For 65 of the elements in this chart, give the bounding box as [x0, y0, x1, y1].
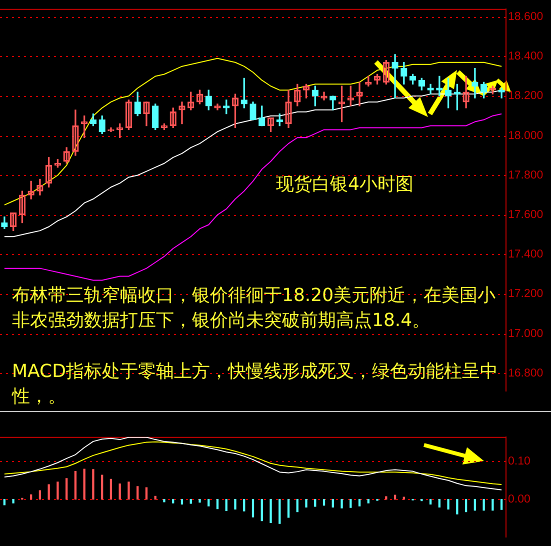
bar	[225, 498, 228, 511]
bar	[482, 498, 485, 511]
y-tick-label: 18.600	[508, 10, 544, 23]
bar	[367, 498, 370, 504]
y-tick-label: 17.000	[508, 328, 544, 340]
bar	[358, 498, 361, 506]
bar	[128, 482, 130, 500]
bar	[447, 498, 450, 510]
bar	[12, 498, 14, 504]
bar	[314, 498, 316, 507]
bar	[500, 498, 503, 510]
bar	[74, 470, 77, 500]
bar	[260, 498, 263, 522]
bar	[208, 498, 210, 506]
bar	[278, 498, 281, 524]
bar	[110, 478, 112, 500]
annotation: 布林带三轨窄幅收口，银价徘徊于18.20美元附近，在美国小非农强劲数据打压下，银价尚未突破前期高点18.4。	[12, 284, 497, 333]
bar	[332, 498, 334, 508]
bar	[492, 498, 494, 511]
y-tick-label: 18.200	[508, 90, 544, 102]
bar	[145, 487, 148, 500]
bar	[83, 468, 86, 500]
bar	[118, 483, 121, 500]
candlestick	[392, 54, 398, 98]
bar	[270, 498, 272, 524]
y-tick-label: 17.600	[508, 209, 544, 222]
bar	[190, 498, 192, 504]
bar	[429, 498, 432, 505]
bar	[243, 498, 246, 512]
y-tick-label: 17.800	[508, 169, 544, 182]
bar	[296, 498, 298, 512]
bar	[101, 474, 104, 500]
bar	[464, 498, 468, 512]
bar	[234, 498, 236, 510]
bar	[305, 498, 308, 508]
annotation: 现货白银4小时图	[276, 174, 414, 195]
bar	[172, 498, 174, 504]
y-tick-label: 17.200	[508, 288, 544, 300]
bar	[92, 469, 94, 500]
bar	[48, 484, 50, 500]
bar	[136, 486, 139, 500]
bar	[287, 498, 290, 518]
bar	[456, 498, 458, 514]
y-tick-label: 0.00	[508, 493, 530, 506]
bar	[163, 498, 166, 502]
bar	[56, 482, 59, 500]
y-tick-label: 18.400	[508, 50, 544, 63]
bar	[350, 498, 352, 508]
bar	[340, 498, 343, 508]
y-tick-label: 0.10	[508, 456, 530, 468]
bar	[438, 498, 440, 508]
candlestick	[472, 68, 478, 98]
annotation: MACD指标处于零轴上方，快慢线形成死叉，绿色动能柱呈中性，。	[12, 360, 499, 409]
bar	[252, 498, 254, 518]
y-tick-label: 16.800	[508, 367, 544, 380]
bar	[66, 478, 68, 500]
bar	[402, 496, 405, 500]
y-tick-label: 17.400	[508, 248, 544, 261]
y-tick-label: 18.000	[508, 130, 544, 142]
bar	[198, 498, 201, 503]
bar	[216, 498, 219, 510]
bar	[322, 498, 326, 506]
bar	[474, 498, 476, 511]
bar	[3, 498, 6, 506]
bar	[180, 498, 184, 505]
